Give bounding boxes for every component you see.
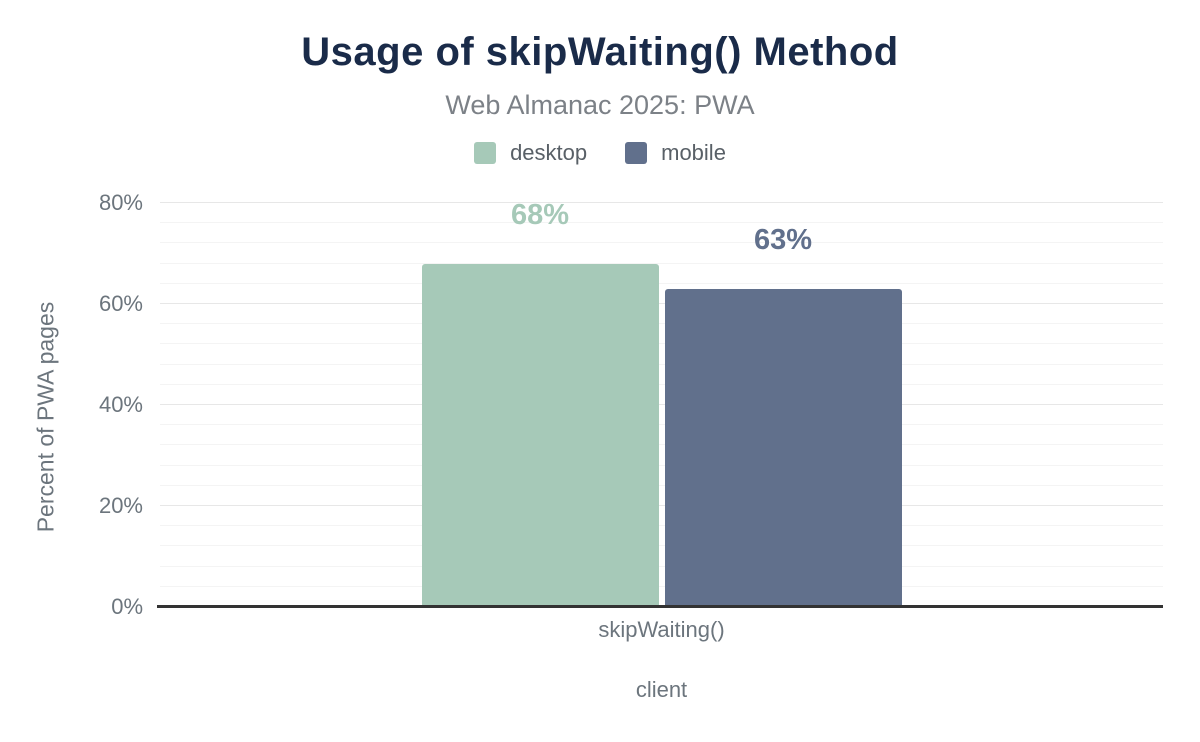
plot-area: 0% 20% 40% 60% 80% 68% 63% (99, 192, 1163, 618)
legend-swatch-mobile (625, 142, 648, 164)
y-tick-label: 40% (98, 392, 143, 417)
bar-mobile (664, 288, 902, 607)
chart-subtitle: Web Almanac 2025: PWA (445, 90, 755, 120)
gridline-minor (160, 383, 1163, 385)
gridline-minor (160, 464, 1163, 466)
gridline-minor (160, 545, 1163, 547)
legend-label-desktop: desktop (510, 140, 588, 165)
y-tick-label: 80% (98, 190, 143, 215)
value-label-desktop: 68% (510, 198, 570, 231)
gridline-minor (160, 363, 1163, 365)
legend-item-mobile: mobile (625, 140, 726, 166)
gridline-minor (160, 444, 1163, 446)
gridline-minor (160, 525, 1163, 527)
gridline-major (160, 505, 1163, 506)
gridline-minor (160, 343, 1163, 345)
gridline-major (160, 404, 1163, 405)
gridline-minor (160, 242, 1163, 244)
gridline-minor (160, 484, 1163, 486)
y-tick-label: 20% (98, 493, 143, 518)
x-axis-title: client (635, 677, 688, 702)
legend: desktop mobile (0, 140, 1200, 166)
legend-item-desktop: desktop (474, 140, 587, 166)
x-tick-label: skipWaiting() (598, 617, 725, 642)
gridline-minor (160, 222, 1163, 224)
gridline-major (160, 303, 1163, 304)
x-axis-line (157, 605, 1163, 608)
legend-swatch-desktop (474, 142, 497, 164)
value-label-mobile: 63% (753, 223, 813, 256)
chart-title: Usage of skipWaiting() Method (301, 30, 899, 74)
bar-desktop (421, 263, 659, 607)
gridline-minor (160, 585, 1163, 587)
gridline-minor (160, 262, 1163, 264)
gridline-minor (160, 323, 1163, 325)
gridline-minor (160, 424, 1163, 426)
gridline-major (160, 202, 1163, 203)
gridline-minor (160, 282, 1163, 284)
y-axis-title: Percent of PWA pages (32, 301, 59, 533)
legend-label-mobile: mobile (661, 140, 726, 165)
y-tick-label: 60% (98, 291, 143, 316)
gridline-minor (160, 565, 1163, 567)
y-tick-label: 0% (111, 594, 143, 619)
